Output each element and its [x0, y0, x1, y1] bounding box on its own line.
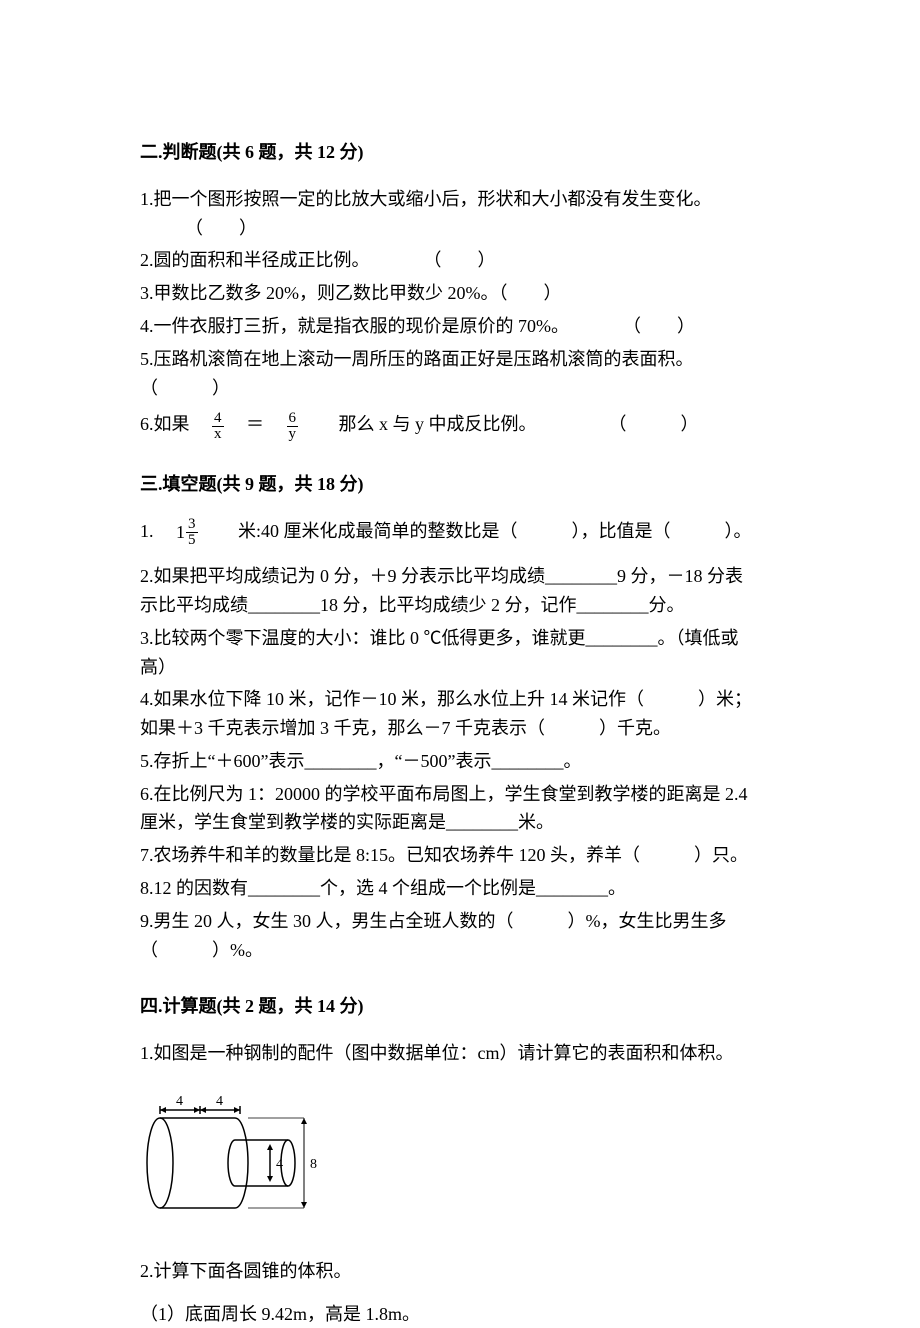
cylinder-diagram: 4 4 4 8: [140, 1088, 780, 1227]
s3-q6-line1: 6.在比例尺为 1：20000 的学校平面布局图上，学生食堂到教学楼的距离是 2…: [140, 780, 780, 809]
s3-q1-pre: 1.: [140, 521, 172, 541]
arrow-down-icon: [267, 1176, 273, 1182]
inner-left-cap-front: [228, 1140, 235, 1186]
s2-q1-line1: 1.把一个图形按照一定的比放大或缩小后，形状和大小都没有发生变化。: [140, 185, 780, 214]
frac-denominator: x: [212, 427, 224, 442]
s3-q4-line2: 如果＋3 千克表示增加 3 千克，那么－7 千克表示（ ）千克。: [140, 714, 780, 743]
s2-q3: 3.甲数比乙数多 20%，则乙数比甲数少 20%。（ ）: [140, 279, 780, 308]
s3-q2-line1: 2.如果把平均成绩记为 0 分，＋9 分表示比平均成绩________9 分，－…: [140, 562, 780, 591]
s2-q5-line1: 5.压路机滚筒在地上滚动一周所压的路面正好是压路机滚筒的表面积。: [140, 345, 780, 374]
s2-q2: 2.圆的面积和半径成正比例。 （ ）: [140, 246, 780, 275]
dim-label-inner: 4: [276, 1157, 283, 1172]
arrow-up-icon: [301, 1118, 307, 1124]
s2-q6-pre: 6.如果: [140, 414, 208, 434]
s3-q4: 4.如果水位下降 10 米，记作－10 米，那么水位上升 14 米记作（ ）米；…: [140, 685, 780, 743]
arrow-right-icon: [194, 1107, 200, 1113]
frac-denominator: 5: [186, 533, 198, 548]
s2-q6: 6.如果 4 x ＝ 6 y 那么 x 与 y 中成反比例。 （ ）: [140, 410, 780, 441]
dim-label-top-left: 4: [176, 1094, 183, 1109]
arrow-left-icon: [200, 1107, 206, 1113]
section-4-header: 四.计算题(共 2 题，共 14 分): [140, 992, 780, 1021]
fraction-6-over-y: 6 y: [287, 411, 299, 442]
cylinder-svg: 4 4 4 8: [140, 1088, 320, 1218]
s3-q1: 1. 1 3 5 米:40 厘米化成最简单的整数比是（ ），比值是（ ）。: [140, 517, 780, 549]
frac-numerator: 4: [212, 411, 224, 427]
s3-q1-post: 米:40 厘米化成最简单的整数比是（ ），比值是（ ）。: [202, 521, 752, 541]
s3-q3-line2: 高）: [140, 653, 780, 682]
s4-q1: 1.如图是一种钢制的配件（图中数据单位：cm）请计算它的表面积和体积。: [140, 1039, 780, 1068]
frac-denominator: y: [287, 427, 299, 442]
outer-right-cap: [235, 1118, 248, 1208]
arrow-down-icon: [301, 1202, 307, 1208]
arrow-right-icon: [234, 1107, 240, 1113]
inner-right-cap: [281, 1140, 295, 1186]
s2-q1: 1.把一个图形按照一定的比放大或缩小后，形状和大小都没有发生变化。 （ ）: [140, 185, 780, 243]
s3-q6-line2: 厘米，学生食堂到教学楼的实际距离是________米。: [140, 808, 780, 837]
s2-q6-mid: ＝: [228, 414, 282, 434]
s3-q3-line1: 3.比较两个零下温度的大小：谁比 0 ℃低得更多，谁就更________。（填低…: [140, 624, 780, 653]
s3-q7: 7.农场养牛和羊的数量比是 8:15。已知农场养牛 120 头，养羊（ ）只。: [140, 841, 780, 870]
frac-numerator: 6: [287, 411, 299, 427]
dim-label-outer: 8: [310, 1157, 317, 1172]
s3-q2-line2: 示比平均成绩________18 分，比平均成绩少 2 分，记作________…: [140, 591, 780, 620]
s3-q9-line2: （ ）%。: [140, 936, 780, 965]
s2-q1-line2: （ ）: [140, 214, 780, 243]
s3-q6: 6.在比例尺为 1：20000 的学校平面布局图上，学生食堂到教学楼的距离是 2…: [140, 780, 780, 838]
frac-numerator: 3: [186, 517, 198, 533]
mixed-frac-part: 3 5: [186, 517, 198, 548]
section-3-header: 三.填空题(共 9 题，共 18 分): [140, 470, 780, 499]
s3-q9-line1: 9.男生 20 人，女生 30 人，男生占全班人数的（ ）%，女生比男生多: [140, 907, 780, 936]
s3-q4-line1: 4.如果水位下降 10 米，记作－10 米，那么水位上升 14 米记作（ ）米；: [140, 685, 780, 714]
s4-q2: 2.计算下面各圆锥的体积。: [140, 1257, 780, 1286]
s3-q8: 8.12 的因数有________个，选 4 个组成一个比例是________。: [140, 874, 780, 903]
arrow-up-icon: [267, 1144, 273, 1150]
s3-q5: 5.存折上“＋600”表示________，“－500”表示________。: [140, 747, 780, 776]
mixed-whole: 1: [176, 518, 185, 547]
s2-q4: 4.一件衣服打三折，就是指衣服的现价是原价的 70%。 （ ）: [140, 312, 780, 341]
section-2-header: 二.判断题(共 6 题，共 12 分): [140, 138, 780, 167]
s2-q5-line2: （ ）: [140, 374, 780, 403]
outer-left-cap: [147, 1118, 173, 1208]
fraction-4-over-x: 4 x: [212, 411, 224, 442]
mixed-fraction-1-3-5: 1 3 5: [176, 517, 198, 548]
s3-q2: 2.如果把平均成绩记为 0 分，＋9 分表示比平均成绩________9 分，－…: [140, 562, 780, 620]
dim-label-top-right: 4: [216, 1094, 223, 1109]
arrow-left-icon: [160, 1107, 166, 1113]
s3-q9: 9.男生 20 人，女生 30 人，男生占全班人数的（ ）%，女生比男生多 （ …: [140, 907, 780, 965]
s2-q6-post: 那么 x 与 y 中成反比例。 （ ）: [303, 414, 699, 434]
s2-q5: 5.压路机滚筒在地上滚动一周所压的路面正好是压路机滚筒的表面积。 （ ）: [140, 345, 780, 403]
s3-q3: 3.比较两个零下温度的大小：谁比 0 ℃低得更多，谁就更________。（填低…: [140, 624, 780, 682]
s4-q2-sub1: （1）底面周长 9.42m，高是 1.8m。: [140, 1300, 780, 1328]
